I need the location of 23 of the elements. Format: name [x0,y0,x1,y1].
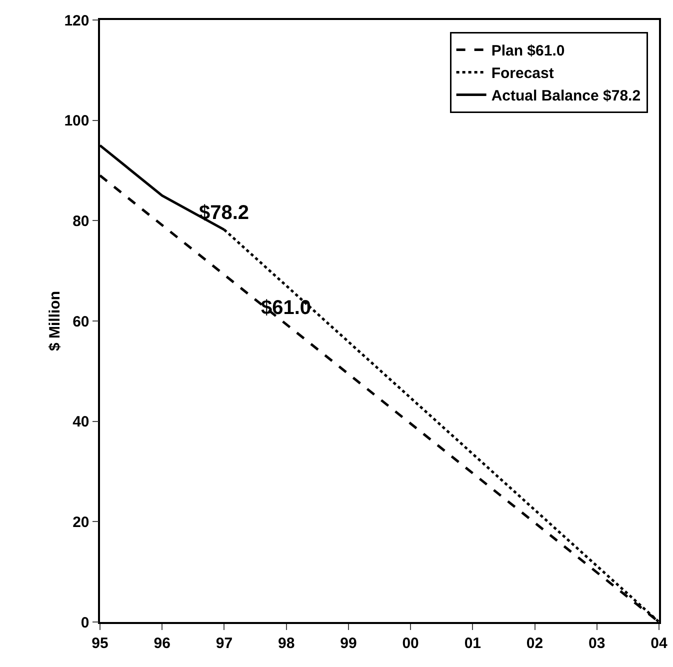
y-tick-label: 100 [64,112,90,130]
x-tick-label: 95 [92,634,108,652]
y-tick-label: 40 [72,414,90,431]
x-tick-label: 97 [216,634,233,652]
y-axis-title: $ Million [46,291,64,351]
x-tick-label: 96 [154,634,170,652]
y-tick-label: 120 [64,12,90,30]
y-tick-label: 0 [80,614,90,632]
x-tick-label: 99 [340,634,357,652]
x-tick-label: 98 [278,634,295,652]
legend-label: Actual Balance $78.2 [491,88,641,105]
x-tick-label: 02 [526,634,544,652]
x-tick-label: 03 [588,634,606,652]
y-tick-label: 20 [72,514,90,531]
annotation: $78.2 [199,202,250,224]
x-tick-label: 04 [650,634,668,652]
y-tick-label: 60 [72,313,90,330]
legend-label: Plan $61.0 [491,42,565,60]
annotation: $61.0 [261,297,312,319]
legend-label: Forecast [491,65,554,82]
x-tick-label: 00 [402,634,419,652]
x-tick-label: 01 [464,634,482,652]
y-tick-label: 80 [72,212,90,230]
